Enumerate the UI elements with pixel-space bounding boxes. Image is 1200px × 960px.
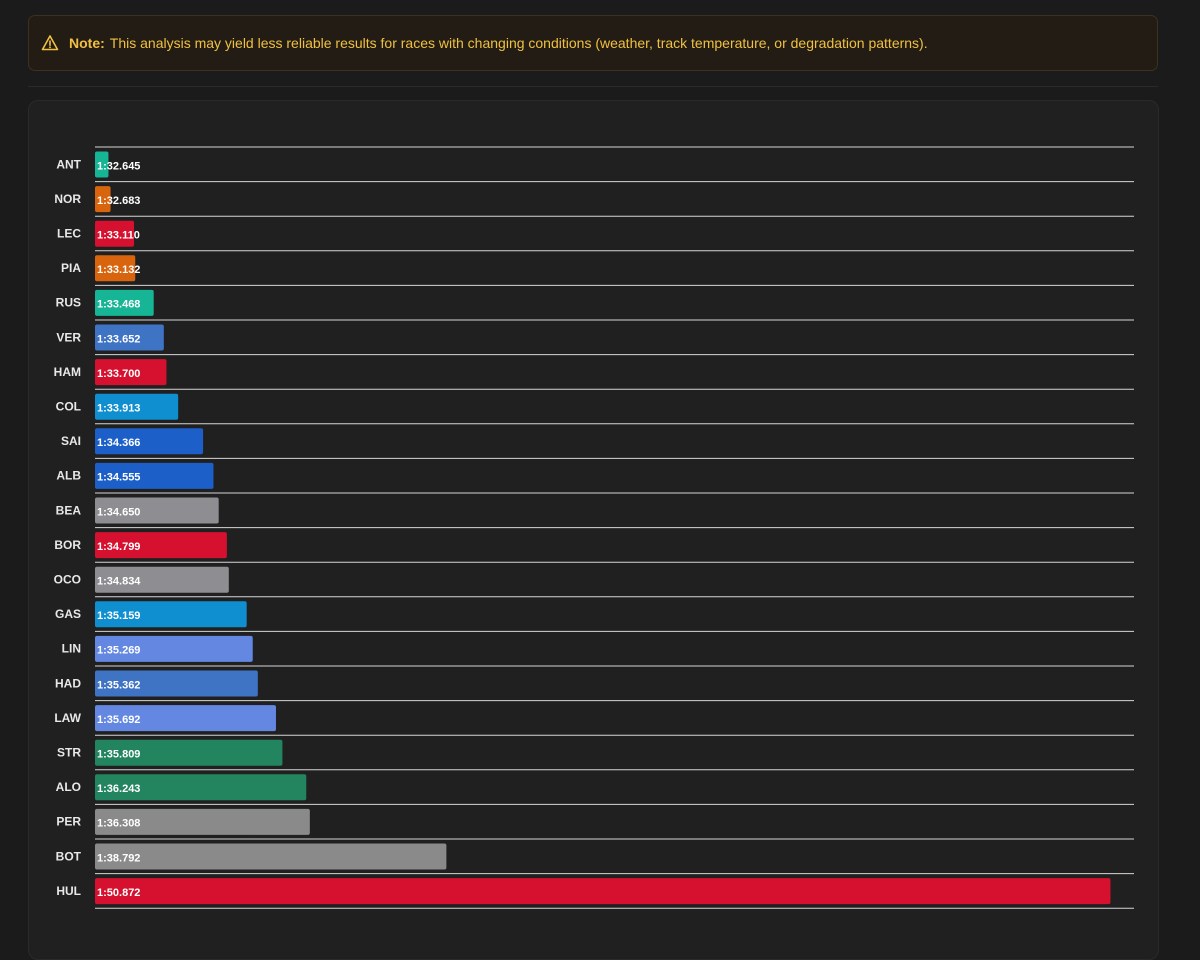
y-tick-label: LAW: [54, 711, 81, 725]
y-tick-label: BOT: [56, 849, 82, 863]
bar-value-label: 1:34.555: [97, 472, 140, 484]
bar-value-label: 1:38.792: [97, 852, 140, 864]
y-tick-label: HAM: [54, 365, 81, 379]
note-text: This analysis may yield less reliable re…: [109, 35, 928, 51]
y-tick-label: COL: [56, 400, 81, 414]
y-tick-label: HUL: [56, 884, 81, 898]
bar-had[interactable]: [95, 670, 258, 697]
bar-value-label: 1:35.809: [97, 749, 140, 761]
bar-sai[interactable]: [95, 428, 204, 455]
bar-ham[interactable]: [95, 359, 167, 386]
bar-rus[interactable]: [95, 289, 154, 316]
reliability-note: Note: This analysis may yield less relia…: [28, 15, 1158, 71]
bar-value-label: 1:33.132: [97, 264, 140, 276]
y-tick-label: PIA: [61, 261, 81, 275]
bar-gas[interactable]: [95, 601, 247, 628]
bar-bot[interactable]: [95, 843, 447, 870]
bar-oco[interactable]: [95, 566, 229, 593]
bar-pia[interactable]: [95, 255, 136, 282]
bar-ver[interactable]: [95, 324, 164, 351]
bar-ant[interactable]: [95, 151, 109, 178]
y-tick-label: STR: [57, 746, 81, 760]
bar-value-label: 1:33.110: [97, 230, 140, 242]
bar-value-label: 1:35.692: [97, 714, 140, 726]
bar-value-label: 1:34.834: [97, 576, 141, 588]
y-tick-label: LIN: [62, 642, 81, 656]
bar-col[interactable]: [95, 393, 179, 420]
bar-value-label: 1:36.308: [97, 818, 140, 830]
bar-value-label: 1:35.159: [97, 610, 140, 622]
y-tick-label: LEC: [57, 227, 81, 241]
lap-time-chart-card: ANT 1:32.645 NOR 1:32.683 LEC 1:33.110 PIA 1:33…: [28, 100, 1159, 960]
bar-value-label: 1:34.650: [97, 506, 140, 518]
y-tick-label: RUS: [56, 296, 81, 310]
bar-value-label: 1:34.799: [97, 541, 140, 553]
bar-value-label: 1:33.913: [97, 403, 140, 415]
lap-time-bar-chart: ANT 1:32.645 NOR 1:32.683 LEC 1:33.110 PIA 1:33…: [54, 146, 1134, 909]
bar-str[interactable]: [95, 739, 283, 766]
bar-alb[interactable]: [95, 462, 214, 489]
y-tick-label: VER: [56, 330, 81, 344]
y-tick-label: SAI: [61, 434, 81, 448]
y-tick-label: GAS: [55, 607, 81, 621]
note-label: Note:: [69, 35, 105, 51]
bar-value-label: 1:33.652: [97, 333, 140, 345]
bar-value-label: 1:32.645: [97, 160, 140, 172]
bar-value-label: 1:33.468: [97, 299, 140, 311]
bar-lin[interactable]: [95, 635, 253, 662]
bar-alo[interactable]: [95, 774, 307, 801]
bar-value-label: 1:35.269: [97, 645, 140, 657]
bar-hul[interactable]: [95, 878, 1111, 905]
section-divider: [28, 86, 1158, 87]
bar-bor[interactable]: [95, 532, 227, 559]
y-tick-label: HAD: [55, 676, 81, 690]
y-tick-label: OCO: [54, 573, 81, 587]
bar-per[interactable]: [95, 808, 310, 835]
bar-value-label: 1:34.366: [97, 437, 140, 449]
bar-lec[interactable]: [95, 220, 135, 247]
bar-value-label: 1:50.872: [97, 887, 140, 899]
y-tick-label: NOR: [54, 192, 81, 206]
bar-value-label: 1:35.362: [97, 679, 140, 691]
bar-value-label: 1:36.243: [97, 783, 140, 795]
y-tick-label: BEA: [56, 503, 82, 517]
bar-law[interactable]: [95, 705, 276, 732]
bar-value-label: 1:32.683: [97, 195, 140, 207]
y-tick-label: BOR: [54, 538, 81, 552]
bar-bea[interactable]: [95, 497, 219, 524]
y-tick-label: ANT: [56, 157, 81, 171]
bar-value-label: 1:33.700: [97, 368, 140, 380]
bar-nor[interactable]: [95, 186, 111, 213]
y-tick-label: PER: [56, 815, 81, 829]
y-tick-label: ALO: [56, 780, 81, 794]
warning-triangle-icon: [41, 34, 59, 52]
y-tick-label: ALB: [56, 469, 81, 483]
